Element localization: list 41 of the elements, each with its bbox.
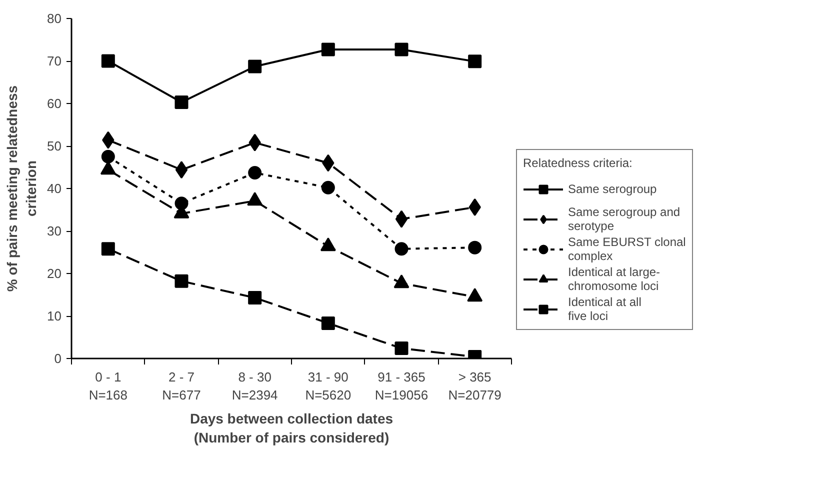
y-axis-title: % of pairs meeting relatedness criterion	[4, 85, 40, 292]
y-tick-label: 20	[47, 266, 62, 281]
x-tick-label: > 365 N=20779	[448, 370, 502, 402]
y-tick-label: 10	[47, 308, 62, 324]
x-tick-label: 8 - 30 N=2394	[232, 370, 278, 402]
legend-label: Same serogroup and serotype	[568, 205, 680, 233]
point	[101, 150, 115, 164]
y-tick-label: 0	[54, 351, 62, 366]
point	[321, 42, 335, 56]
legend-title: Relatedness criteria:	[523, 156, 634, 170]
y-tick-label: 70	[47, 54, 62, 68]
legend-label: Same serogroup	[568, 181, 657, 198]
legend-label: Same EBURST clonal complex	[568, 235, 686, 263]
x-tick-label: 91 - 365 N=19056	[374, 370, 428, 402]
legend-label: Identical at large-chromosome loci	[568, 265, 660, 293]
y-tick-label: 50	[47, 138, 62, 154]
x-axis-title: Days between collection dates (Number of pairs considered)	[190, 410, 394, 446]
point	[174, 95, 188, 109]
y-tick-label: 40	[47, 181, 62, 196]
point	[101, 54, 115, 68]
x-tick-label: 0 - 1 N=168	[88, 370, 128, 402]
x-tick-label: 2 - 7 N=677	[162, 370, 201, 402]
point	[394, 42, 408, 56]
point	[468, 240, 482, 254]
y-tick-label: 80	[47, 11, 62, 26]
point	[101, 242, 115, 256]
point	[175, 161, 188, 179]
point	[394, 342, 408, 356]
y-tick-label: 30	[47, 224, 62, 238]
point	[321, 180, 335, 194]
point	[468, 54, 482, 68]
legend-label: Identical at all five loci	[568, 295, 642, 323]
point	[248, 166, 262, 180]
point	[248, 60, 262, 74]
point	[174, 274, 188, 288]
point	[248, 290, 262, 304]
y-tick-label: 60	[47, 96, 62, 111]
point	[394, 242, 408, 256]
point	[321, 316, 335, 330]
point	[395, 210, 408, 228]
x-tick-label: 31 - 90 N=5620	[305, 370, 352, 402]
